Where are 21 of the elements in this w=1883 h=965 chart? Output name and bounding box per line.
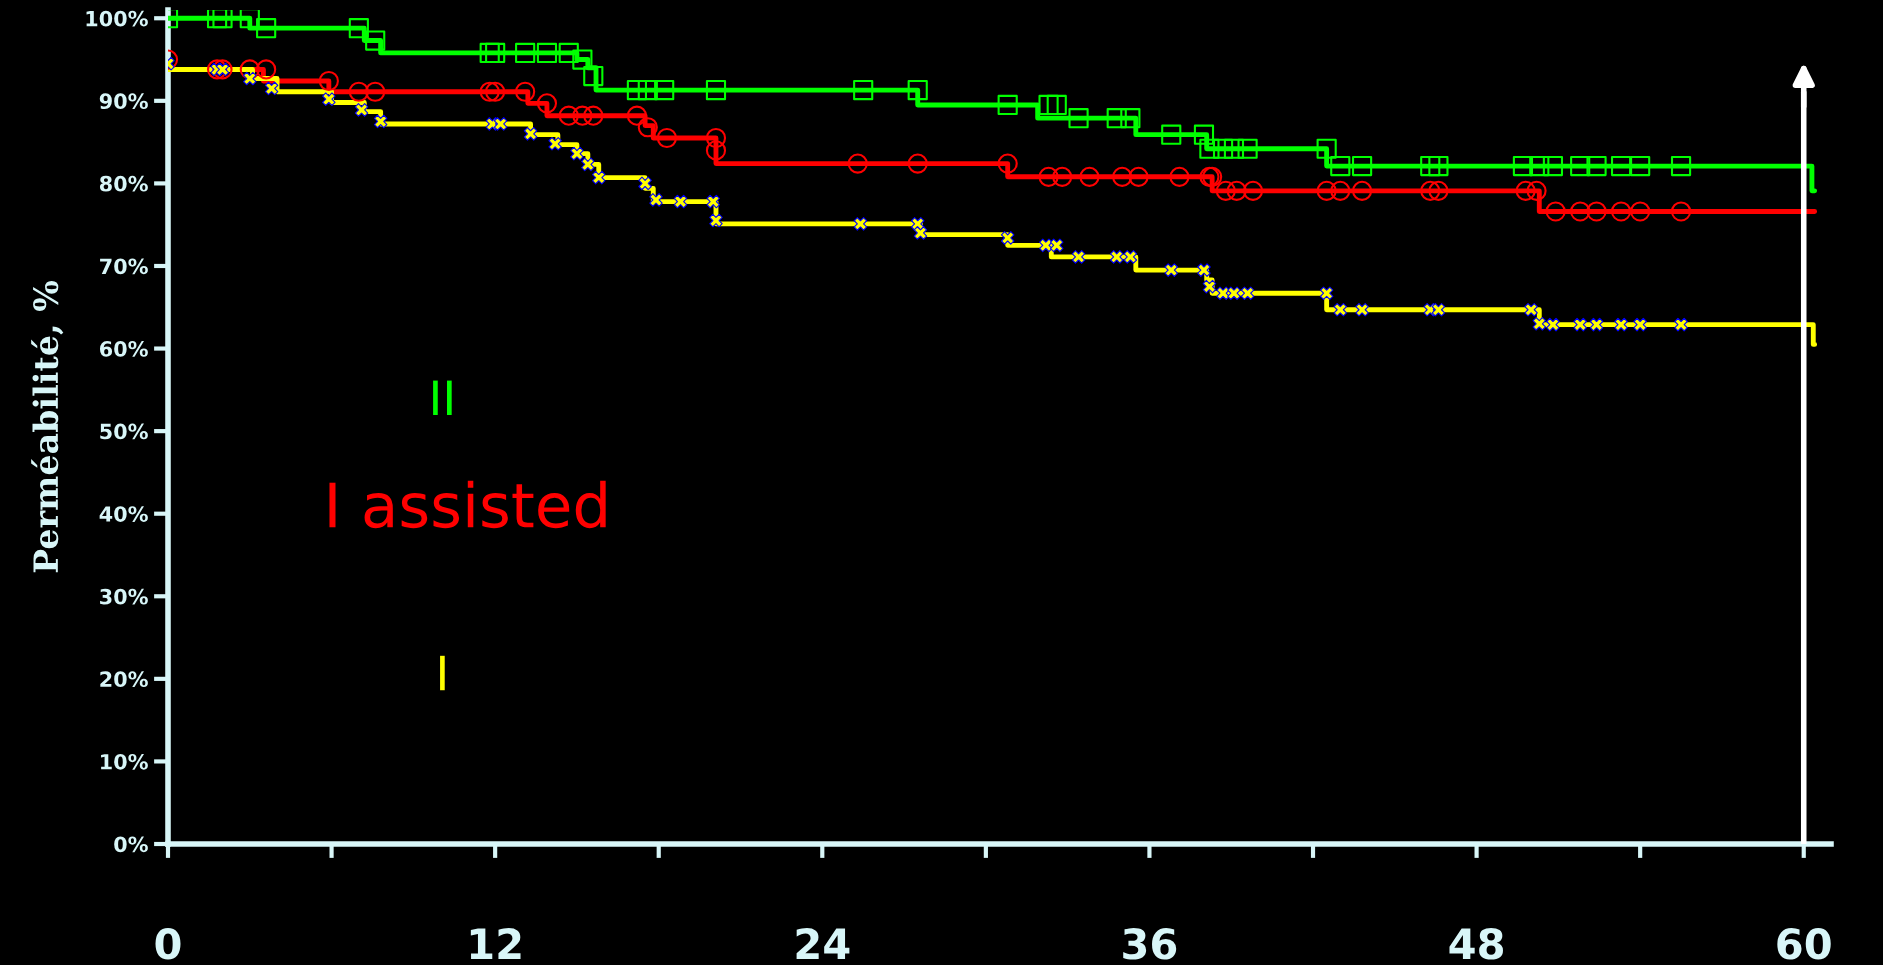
y-tick-label: 10% bbox=[101, 753, 148, 770]
x-tick-label: 36 bbox=[1123, 928, 1177, 960]
x-tick-label: 60 bbox=[1777, 928, 1831, 960]
x-tick-label: 48 bbox=[1449, 928, 1503, 960]
x-tick-label: 12 bbox=[470, 928, 521, 959]
y-tick-label: 80% bbox=[99, 175, 148, 192]
y-tick-label: 20% bbox=[100, 671, 148, 688]
y-tick-label: 100% bbox=[86, 10, 148, 27]
y-tick-label: 30% bbox=[100, 588, 148, 605]
text: I bbox=[440, 655, 445, 691]
y-tick-label: 70% bbox=[100, 258, 148, 275]
y-tick-label: 0% bbox=[114, 836, 148, 853]
y-axis-title: Perméabilité, % bbox=[31, 280, 64, 573]
text: II bbox=[433, 380, 452, 416]
y-tick-label: 60% bbox=[99, 341, 148, 357]
text: I assisted bbox=[329, 480, 606, 529]
x-tick-label: 0 bbox=[155, 928, 181, 960]
x-tick-label: 24 bbox=[796, 928, 850, 959]
y-tick-label: 90% bbox=[99, 93, 148, 110]
y-tick-label: 40% bbox=[99, 506, 148, 522]
y-tick-label: 50% bbox=[100, 423, 148, 440]
